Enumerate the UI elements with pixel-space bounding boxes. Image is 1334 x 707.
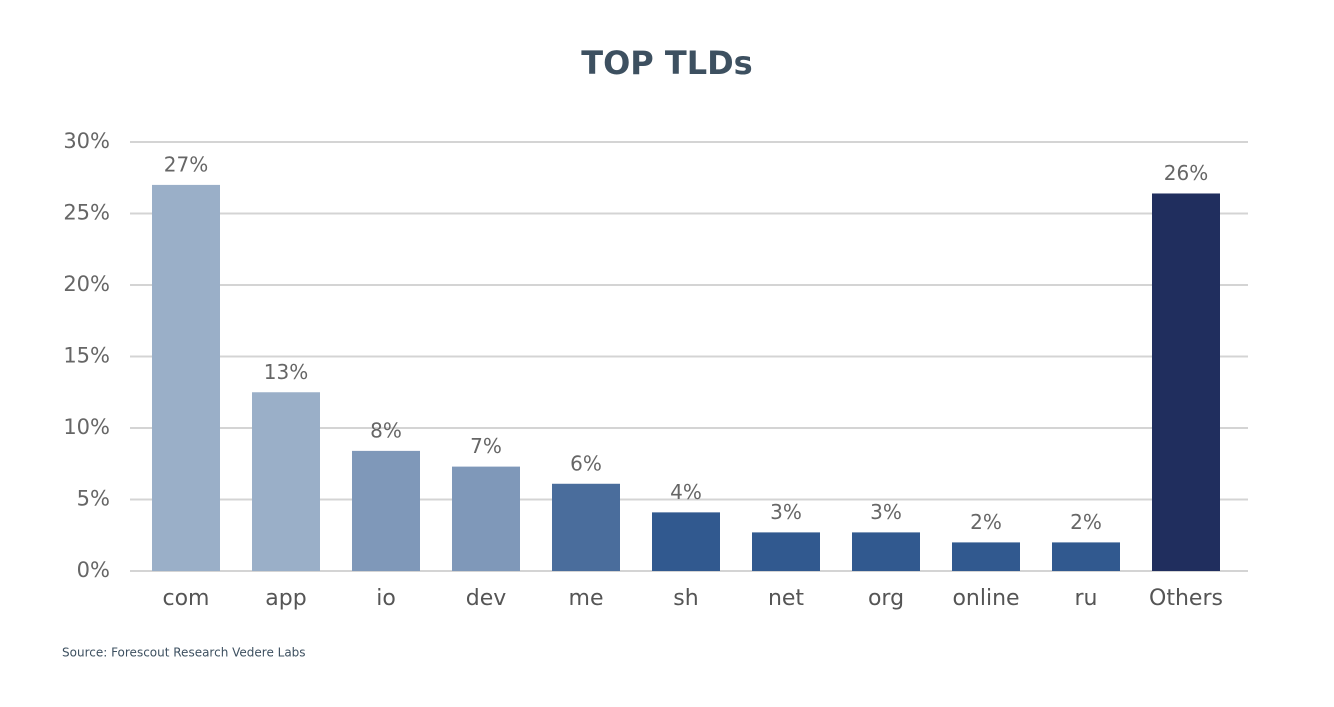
x-tick-label: me bbox=[569, 586, 604, 611]
value-label: 27% bbox=[164, 152, 208, 176]
bar bbox=[1152, 193, 1220, 572]
bar bbox=[252, 392, 320, 571]
y-tick-label: 15% bbox=[63, 344, 110, 368]
x-tick-label: com bbox=[163, 586, 210, 611]
y-tick-label: 25% bbox=[63, 201, 110, 225]
value-label: 13% bbox=[264, 360, 308, 384]
y-tick-label: 30% bbox=[63, 129, 110, 153]
x-tick-label: sh bbox=[673, 586, 698, 611]
value-label: 7% bbox=[470, 434, 502, 458]
y-tick-label: 0% bbox=[77, 558, 110, 582]
y-tick-label: 5% bbox=[77, 487, 110, 511]
value-label: 3% bbox=[770, 500, 802, 524]
bar bbox=[452, 466, 520, 571]
bar bbox=[752, 532, 820, 571]
y-tick-label: 20% bbox=[63, 272, 110, 296]
value-label: 6% bbox=[570, 451, 602, 475]
x-tick-label: Others bbox=[1149, 586, 1223, 611]
x-tick-label: ru bbox=[1075, 586, 1098, 611]
bar bbox=[352, 450, 420, 571]
chart-title: TOP TLDs bbox=[581, 44, 752, 82]
value-label: 3% bbox=[870, 500, 902, 524]
source-note: Source: Forescout Research Vedere Labs bbox=[62, 646, 306, 660]
bar bbox=[152, 184, 220, 571]
bar bbox=[852, 532, 920, 571]
x-tick-label: net bbox=[768, 586, 804, 611]
bar bbox=[552, 483, 620, 571]
x-tick-label: dev bbox=[466, 586, 507, 611]
x-tick-label: io bbox=[376, 586, 396, 611]
bar bbox=[952, 542, 1020, 571]
value-label: 4% bbox=[670, 480, 702, 504]
value-label: 2% bbox=[970, 510, 1002, 534]
value-label: 2% bbox=[1070, 510, 1102, 534]
y-tick-label: 10% bbox=[63, 415, 110, 439]
x-tick-label: app bbox=[265, 586, 306, 611]
x-tick-label: org bbox=[868, 586, 904, 611]
value-label: 8% bbox=[370, 418, 402, 442]
x-tick-label: online bbox=[952, 586, 1019, 611]
bar bbox=[1052, 542, 1120, 571]
value-label: 26% bbox=[1164, 161, 1208, 185]
bar bbox=[652, 512, 720, 571]
